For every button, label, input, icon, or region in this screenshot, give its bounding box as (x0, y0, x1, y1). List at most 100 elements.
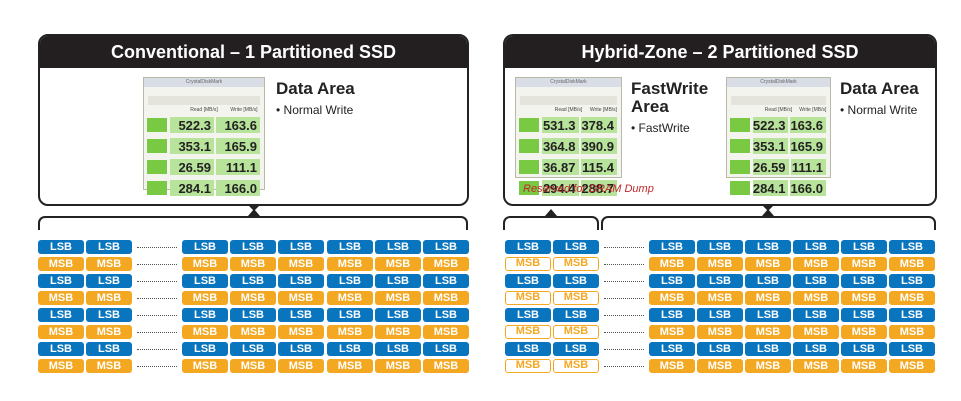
msb-cell: MSB (375, 359, 421, 373)
lsb-cell: LSB (230, 274, 276, 288)
lsb-cell: LSB (230, 342, 276, 356)
benchmark-write-value: 165.9 (216, 138, 260, 154)
ellipsis-dots (604, 332, 644, 333)
lsb-cell: LSB (745, 308, 791, 322)
msb-cell: MSB (793, 325, 839, 339)
lsb-cell: LSB (745, 240, 791, 254)
ellipsis-dots (137, 315, 177, 316)
screenshot-menu-bar (727, 87, 830, 95)
benchmark-screenshot-fastwrite-area: CrystalDiskMark Read [MB/s] Write [MB/s] 53… (515, 77, 622, 196)
lsb-cell: LSB (182, 240, 228, 254)
msb-cell: MSB (649, 359, 695, 373)
lsb-cell: LSB (889, 342, 935, 356)
lsb-cell: LSB (423, 240, 469, 254)
msb-cell: MSB (230, 325, 276, 339)
msb-cell: MSB (889, 257, 935, 271)
screenshot-header-read: Read [MB/s] (190, 107, 218, 113)
msb-cell-reserved: MSB (553, 291, 599, 305)
msb-cell: MSB (423, 359, 469, 373)
conventional-brace-tip (248, 209, 260, 216)
benchmark-test-button (147, 139, 167, 153)
lsb-cell: LSB (889, 308, 935, 322)
lsb-cell: LSB (423, 274, 469, 288)
screenshot-window-title: CrystalDiskMark (144, 78, 264, 87)
fastwrite-area-title-line1: FastWrite (631, 79, 709, 98)
benchmark-test-button (730, 160, 750, 174)
lsb-cell: LSB (841, 342, 887, 356)
benchmark-screenshot-hybrid-data-area: CrystalDiskMark Read [MB/s] Write [MB/s] 52… (726, 77, 831, 196)
msb-cell: MSB (182, 325, 228, 339)
msb-cell: MSB (841, 291, 887, 305)
lsb-cell: LSB (327, 274, 373, 288)
lsb-cell: LSB (553, 240, 599, 254)
hybrid-data-brace-tip (762, 209, 774, 216)
fastwrite-area-bullet: • FastWrite (631, 121, 690, 135)
conventional-panel-pointer (247, 204, 261, 211)
msb-cell: MSB (182, 291, 228, 305)
msb-cell: MSB (745, 257, 791, 271)
lsb-cell: LSB (278, 240, 324, 254)
msb-cell: MSB (649, 291, 695, 305)
msb-cell: MSB (327, 257, 373, 271)
benchmark-row: 522.3 163.6 (147, 115, 261, 135)
ellipsis-dots (137, 366, 177, 367)
benchmark-test-button (519, 118, 539, 132)
lsb-cell: LSB (182, 308, 228, 322)
ellipsis-dots (137, 247, 177, 248)
msb-cell: MSB (230, 291, 276, 305)
lsb-cell: LSB (553, 308, 599, 322)
screenshot-header-write: Write [MB/s] (230, 107, 258, 113)
lsb-cell: LSB (278, 308, 324, 322)
benchmark-row: 36.87 115.4 (519, 157, 618, 177)
lsb-cell: LSB (697, 240, 743, 254)
hybrid-data-area-bullet-text: Normal Write (847, 103, 918, 117)
lsb-cell: LSB (86, 342, 132, 356)
msb-cell: MSB (745, 291, 791, 305)
lsb-cell: LSB (649, 342, 695, 356)
msb-cell: MSB (182, 257, 228, 271)
lsb-cell: LSB (793, 240, 839, 254)
lsb-cell: LSB (745, 274, 791, 288)
lsb-cell: LSB (697, 274, 743, 288)
msb-cell: MSB (423, 325, 469, 339)
lsb-cell: LSB (793, 274, 839, 288)
screenshot-config-bar (520, 96, 617, 105)
benchmark-read-value: 26.59 (170, 159, 214, 175)
benchmark-test-button (147, 181, 167, 195)
lsb-cell: LSB (86, 308, 132, 322)
data-area-title: Data Area (276, 79, 355, 98)
lsb-cell: LSB (697, 342, 743, 356)
benchmark-read-value: 522.3 (170, 117, 214, 133)
msb-cell: MSB (841, 325, 887, 339)
msb-cell: MSB (278, 325, 324, 339)
hybrid-data-area-bullet: • Normal Write (840, 103, 918, 117)
ellipsis-dots (604, 349, 644, 350)
lsb-cell: LSB (182, 274, 228, 288)
msb-cell: MSB (230, 359, 276, 373)
screenshot-header-read: Read [MB/s] (764, 107, 793, 113)
msb-cell: MSB (38, 257, 84, 271)
data-area-bullet-text: Normal Write (283, 103, 354, 117)
screenshot-header-write: Write [MB/s] (589, 107, 618, 113)
benchmark-row: 522.3 163.6 (730, 115, 827, 135)
msb-cell: MSB (230, 257, 276, 271)
lsb-cell: LSB (793, 308, 839, 322)
benchmark-read-value: 36.87 (542, 159, 579, 175)
lsb-cell: LSB (182, 342, 228, 356)
benchmark-write-value: 288.7 (580, 180, 617, 196)
data-area-bullet: • Normal Write (276, 103, 354, 117)
benchmark-row: 364.8 390.9 (519, 136, 618, 156)
lsb-cell: LSB (423, 342, 469, 356)
msb-cell: MSB (375, 257, 421, 271)
benchmark-row: 531.3 378.4 (519, 115, 618, 135)
lsb-cell: LSB (505, 274, 551, 288)
lsb-cell: LSB (649, 308, 695, 322)
benchmark-write-value: 390.9 (580, 138, 617, 154)
benchmark-row: 26.59 111.1 (730, 157, 827, 177)
ellipsis-dots (604, 247, 644, 248)
msb-cell: MSB (889, 325, 935, 339)
msb-cell: MSB (697, 291, 743, 305)
benchmark-write-value: 378.4 (580, 117, 617, 133)
screenshot-header-spacer (144, 106, 184, 114)
lsb-cell: LSB (649, 240, 695, 254)
